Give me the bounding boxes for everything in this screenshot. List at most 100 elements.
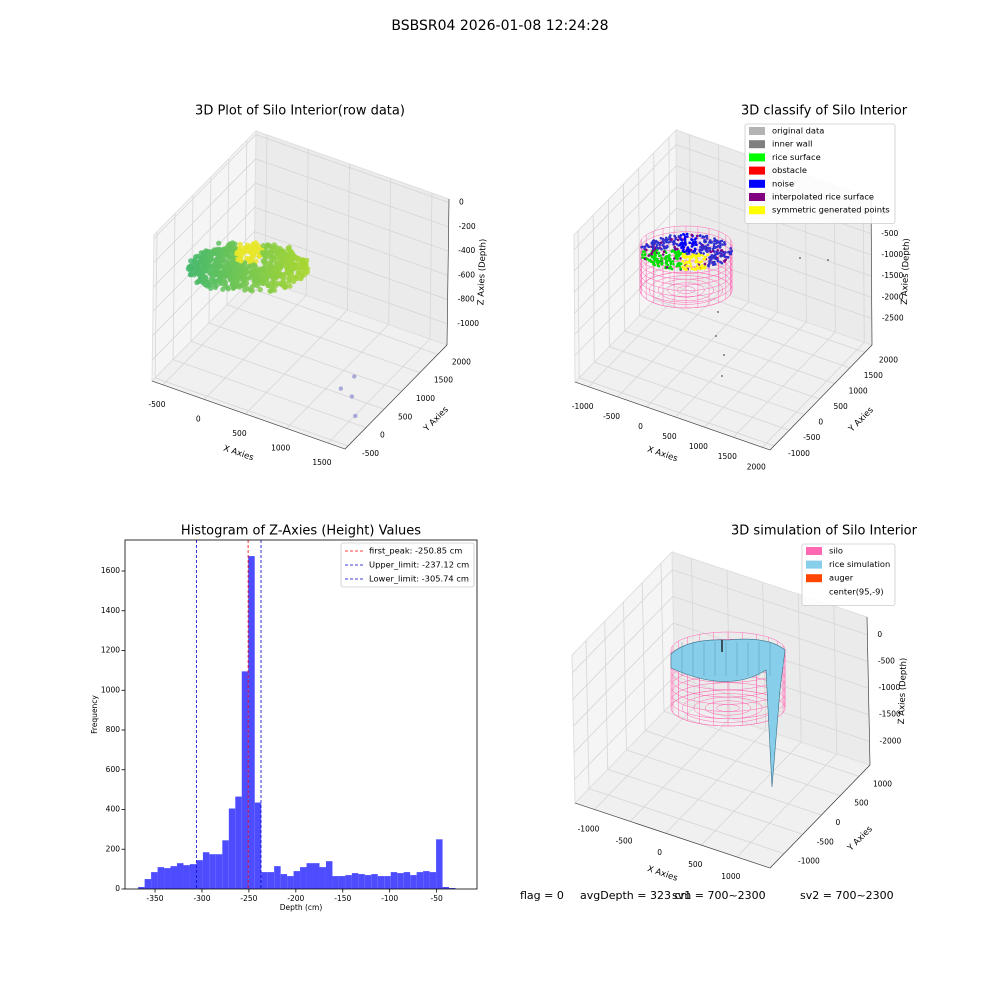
point-cloud <box>239 264 245 270</box>
grid-line <box>629 570 731 822</box>
legend-label: center(95,-9) <box>829 586 884 596</box>
class-point <box>717 311 719 313</box>
histogram-bar <box>254 802 262 889</box>
grid-line <box>203 149 309 400</box>
x-tick-label: -1000 <box>572 402 594 411</box>
point-cloud <box>247 258 253 264</box>
y-axis <box>769 764 871 869</box>
point-cloud <box>252 267 258 273</box>
histogram-bar <box>267 872 275 889</box>
class-point <box>681 252 685 256</box>
class-point <box>694 240 697 244</box>
class-point <box>662 245 666 249</box>
y-axis <box>769 344 873 451</box>
class-point <box>653 253 657 256</box>
x-tick-label: -100 <box>381 894 398 903</box>
histogram-bar <box>319 867 326 889</box>
class-point <box>713 254 716 258</box>
class-point <box>674 248 677 251</box>
class-point <box>679 234 683 237</box>
grid-line <box>245 163 350 415</box>
point-cloud <box>195 278 202 284</box>
point-cloud <box>287 248 293 254</box>
point-cloud <box>270 281 276 287</box>
point-cloud <box>262 251 268 257</box>
class-point <box>712 244 716 247</box>
class-point <box>668 237 671 240</box>
class-point <box>703 238 706 242</box>
point-cloud <box>281 275 287 281</box>
class-point <box>651 247 655 251</box>
point-cloud <box>217 276 223 282</box>
y-tick-label: 1000 <box>101 685 120 694</box>
silo-floor <box>716 704 740 712</box>
class-point <box>666 263 670 267</box>
legend-swatch <box>749 179 765 188</box>
grid-line <box>653 152 850 369</box>
z-tick-label: -800 <box>458 295 475 304</box>
x-tick-label: 500 <box>232 429 247 438</box>
legend-label: noise <box>772 178 794 188</box>
grid-line <box>585 640 785 854</box>
point-cloud <box>203 249 209 255</box>
class-point <box>679 262 683 266</box>
class-point <box>665 240 668 244</box>
class-point <box>673 257 676 260</box>
x-tick-label: 0 <box>196 414 201 423</box>
legend-swatch <box>806 560 822 569</box>
histogram-bar <box>410 875 417 889</box>
silo-floor <box>704 700 752 716</box>
class-point <box>676 238 680 242</box>
grid-line <box>573 622 869 727</box>
class-point <box>705 237 709 240</box>
class-point <box>667 241 670 244</box>
class-point <box>681 265 685 268</box>
class-point <box>719 260 722 264</box>
legend-swatch <box>749 193 765 201</box>
point-cloud <box>208 275 215 281</box>
point-cloud <box>286 278 292 284</box>
class-point <box>685 232 689 236</box>
class-point <box>688 260 691 263</box>
class-point <box>698 241 702 245</box>
z-tick-label: -600 <box>458 270 475 279</box>
class-point <box>710 261 714 264</box>
class-point <box>689 265 692 268</box>
class-point <box>693 247 697 251</box>
histogram-bar <box>384 876 391 889</box>
class-point <box>650 255 654 259</box>
class-point <box>652 257 655 261</box>
class-point <box>684 235 687 239</box>
silo-ring <box>639 254 733 291</box>
point-cloud <box>195 264 201 270</box>
point-cloud <box>225 252 232 258</box>
point-cloud <box>219 270 225 276</box>
point-cloud <box>220 255 226 261</box>
histogram-bar <box>241 671 249 889</box>
class-point <box>685 268 688 271</box>
point-cloud <box>193 254 199 260</box>
point-cloud <box>203 259 209 265</box>
class-point <box>688 257 692 261</box>
class-point <box>718 242 722 245</box>
x-tick-label: -250 <box>240 894 257 903</box>
point-cloud <box>188 258 194 264</box>
histogram-bar <box>144 879 152 889</box>
class-point <box>661 262 664 265</box>
class-point <box>646 257 649 261</box>
class-point <box>656 262 659 265</box>
grid-line <box>641 582 841 797</box>
class-point <box>719 244 722 248</box>
point-cloud <box>244 255 250 261</box>
y-tick-label: 1200 <box>101 646 120 655</box>
grid-line <box>572 569 868 674</box>
class-point <box>715 335 717 337</box>
class-point <box>703 262 707 266</box>
point-cloud <box>274 261 280 268</box>
class-point <box>699 245 702 249</box>
legend-label: interpolated rice surface <box>772 192 874 202</box>
class-point <box>641 245 644 249</box>
point-cloud <box>242 287 248 293</box>
class-point <box>657 241 661 245</box>
class-point <box>653 263 656 267</box>
